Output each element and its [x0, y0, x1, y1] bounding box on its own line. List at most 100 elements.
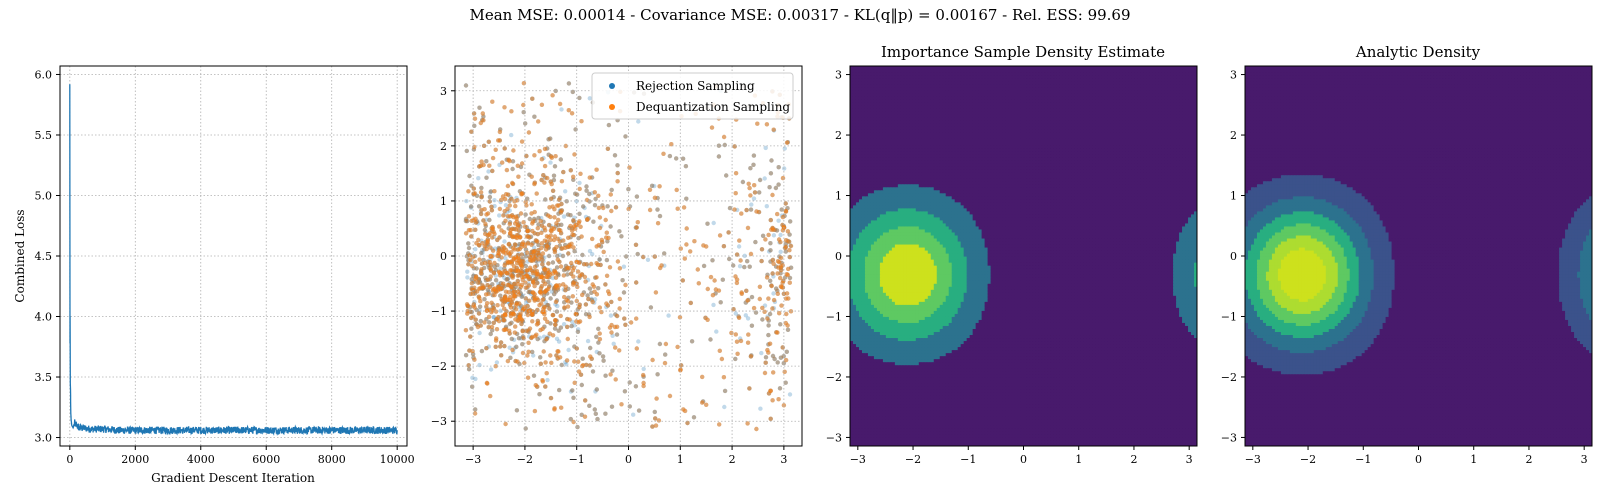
scatter-point [566, 108, 571, 113]
scatter-point [466, 245, 472, 251]
scatter-point [477, 286, 482, 291]
scatter-point [636, 408, 642, 413]
scatter-point [526, 228, 531, 233]
scatter-point [731, 263, 736, 268]
scatter-point [592, 407, 597, 412]
scatter-point [520, 319, 525, 324]
scatter-point [525, 303, 530, 309]
scatter-point [586, 296, 591, 302]
scatter-point [584, 188, 589, 193]
scatter-point [565, 316, 570, 322]
scatter-point [532, 153, 537, 158]
scatter-point [477, 330, 482, 336]
scatter-point [548, 233, 553, 238]
scatter-point [514, 331, 520, 337]
scatter-point [491, 234, 497, 240]
scatter-point [543, 281, 548, 287]
scatter-point [539, 258, 544, 263]
scatter-point [680, 156, 686, 161]
scatter-point [479, 250, 484, 256]
scatter-point [766, 296, 771, 301]
scatter-point [467, 173, 472, 179]
scatter-point [555, 236, 560, 241]
scatter-point [775, 211, 780, 217]
scatter-point [545, 175, 550, 181]
scatter-point [468, 227, 473, 233]
scatter-point [505, 271, 511, 277]
scatter-point [550, 204, 555, 209]
scatter-point [541, 306, 546, 311]
scatter-point [596, 205, 602, 211]
scatter-point [613, 312, 618, 317]
scatter-point [546, 222, 552, 228]
scatter-point [605, 239, 610, 244]
scatter-point [783, 296, 789, 301]
scatter-point [554, 309, 560, 314]
scatter-point [569, 260, 574, 266]
scatter-point [569, 300, 574, 305]
scatter-point [527, 235, 532, 240]
scatter-point [496, 253, 501, 259]
scatter-point [771, 127, 776, 132]
scatter-point [530, 270, 536, 276]
scatter-point [561, 287, 566, 292]
scatter-point [490, 155, 496, 161]
scatter-point [745, 316, 751, 321]
scatter-point [555, 271, 561, 276]
scatter-point [543, 360, 548, 365]
scatter-point [727, 205, 733, 211]
scatter-point [633, 384, 639, 389]
scatter-point [705, 286, 710, 292]
scatter-point [787, 280, 792, 285]
scatter-point [507, 203, 512, 208]
scatter-point [505, 214, 511, 219]
x-tick-label: 2000 [121, 453, 149, 466]
scatter-point [590, 369, 596, 374]
scatter-point [605, 146, 611, 151]
scatter-point [718, 300, 723, 305]
scatter-point [545, 377, 550, 383]
scatter-point [547, 306, 552, 311]
scatter-point [717, 348, 722, 353]
scatter-point [465, 311, 470, 316]
scatter-point [504, 167, 510, 173]
scatter-point [779, 207, 784, 212]
scatter-point [539, 157, 545, 162]
scatter-point [565, 336, 570, 342]
scatter-point [577, 273, 582, 279]
scatter-point [720, 277, 725, 282]
scatter-point [468, 257, 473, 263]
scatter-point [482, 297, 487, 302]
scatter-point [783, 357, 789, 363]
scatter-point [766, 332, 771, 338]
scatter-point [473, 259, 478, 265]
scatter-point [743, 300, 748, 305]
scatter-point [581, 290, 587, 295]
y-tick-label: 5.0 [35, 189, 53, 202]
scatter-point [505, 358, 511, 364]
scatter-point [770, 225, 775, 231]
scatter-point [659, 263, 664, 268]
scatter-point [578, 224, 583, 229]
scatter-point [528, 250, 533, 256]
scatter-point [487, 265, 492, 271]
scatter-point [507, 302, 513, 308]
scatter-point [763, 237, 768, 242]
scatter-point [473, 277, 478, 282]
scatter-point [488, 245, 493, 250]
scatter-point [487, 194, 493, 200]
scatter-point [510, 310, 515, 316]
scatter-point [545, 274, 550, 280]
scatter-point [527, 172, 532, 177]
scatter-point [561, 273, 566, 278]
scatter-point [552, 407, 557, 412]
scatter-point [597, 215, 603, 220]
scatter-point [620, 278, 625, 283]
scatter-point [553, 299, 559, 305]
scatter-point [560, 246, 565, 251]
scatter-point [574, 346, 579, 351]
scatter-point [778, 355, 784, 360]
scatter-point [710, 258, 715, 263]
scatter-point [770, 192, 775, 198]
